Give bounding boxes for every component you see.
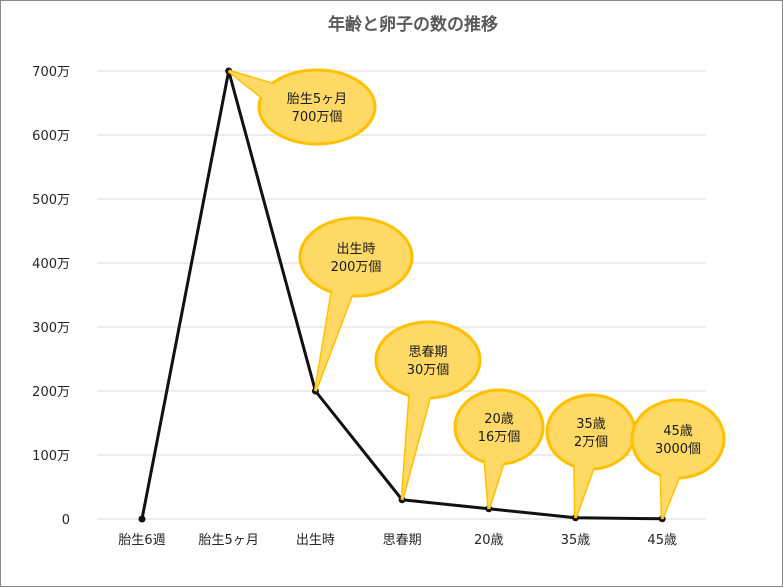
data-point — [138, 515, 146, 523]
callout-bubble-fill — [261, 72, 373, 142]
callout: 胎生5ヶ月 700万個 — [227, 68, 377, 146]
callout-bubble-fill — [634, 402, 722, 476]
y-tick-label: 500万 — [32, 193, 70, 208]
x-axis-tick-labels: 胎生6週 胎生5ヶ月 出生時 思春期 20歳 35歳 45歳 — [118, 533, 677, 548]
callout-label: 2万個 — [574, 435, 608, 450]
callout-bubble-fill — [378, 324, 478, 396]
y-tick-label: 400万 — [32, 257, 70, 272]
callout-label: 200万個 — [331, 260, 382, 275]
y-tick-label: 200万 — [32, 385, 70, 400]
callout: 20歳 16万個 — [453, 388, 545, 510]
callout-layer: 胎生5ヶ月700万個出生時200万個思春期30万個20歳16万個35歳2万個45… — [227, 68, 726, 520]
callout-bubble-fill — [549, 397, 633, 467]
callout-label: 700万個 — [292, 110, 343, 125]
callout-label: 3000個 — [655, 442, 701, 457]
callout-tail-fill — [484, 452, 506, 509]
x-tick-label: 胎生5ヶ月 — [199, 533, 259, 548]
callout: 思春期 30万個 — [374, 320, 482, 501]
callout-label: 45歳 — [663, 424, 693, 439]
callout-tail-fill — [660, 464, 683, 519]
callout-label: 30万個 — [407, 363, 450, 378]
callout-label: 35歳 — [576, 417, 606, 432]
callout-label: 出生時 — [336, 242, 375, 257]
callout: 出生時 200万個 — [298, 216, 414, 392]
callout-label: 20歳 — [484, 412, 514, 427]
x-tick-label: 胎生6週 — [118, 533, 165, 548]
x-tick-label: 20歳 — [474, 533, 504, 548]
callout-label: 思春期 — [408, 345, 447, 360]
callout-label: 胎生5ヶ月 — [287, 92, 347, 107]
chart-title: 年齢と卵子の数の推移 — [328, 14, 498, 35]
x-tick-label: 35歳 — [561, 533, 591, 548]
y-axis-tick-labels: 0 100万 200万 300万 400万 500万 600万 700万 — [32, 65, 70, 528]
x-tick-label: 出生時 — [296, 533, 335, 548]
x-tick-label: 45歳 — [647, 533, 677, 548]
callout-bubble-fill — [302, 220, 410, 294]
callout-tail-fill — [574, 456, 597, 518]
callout: 45歳 3000個 — [630, 398, 726, 520]
callout-bubble-fill — [457, 392, 541, 462]
y-tick-label: 700万 — [32, 65, 70, 80]
callout-tail-fill — [315, 280, 355, 391]
y-tick-label: 600万 — [32, 129, 70, 144]
y-tick-label: 100万 — [32, 449, 70, 464]
callout-tail-fill — [402, 384, 432, 500]
y-tick-label: 0 — [62, 513, 70, 528]
callout-label: 16万個 — [478, 430, 521, 445]
y-tick-label: 300万 — [32, 321, 70, 336]
x-tick-label: 思春期 — [383, 533, 422, 548]
